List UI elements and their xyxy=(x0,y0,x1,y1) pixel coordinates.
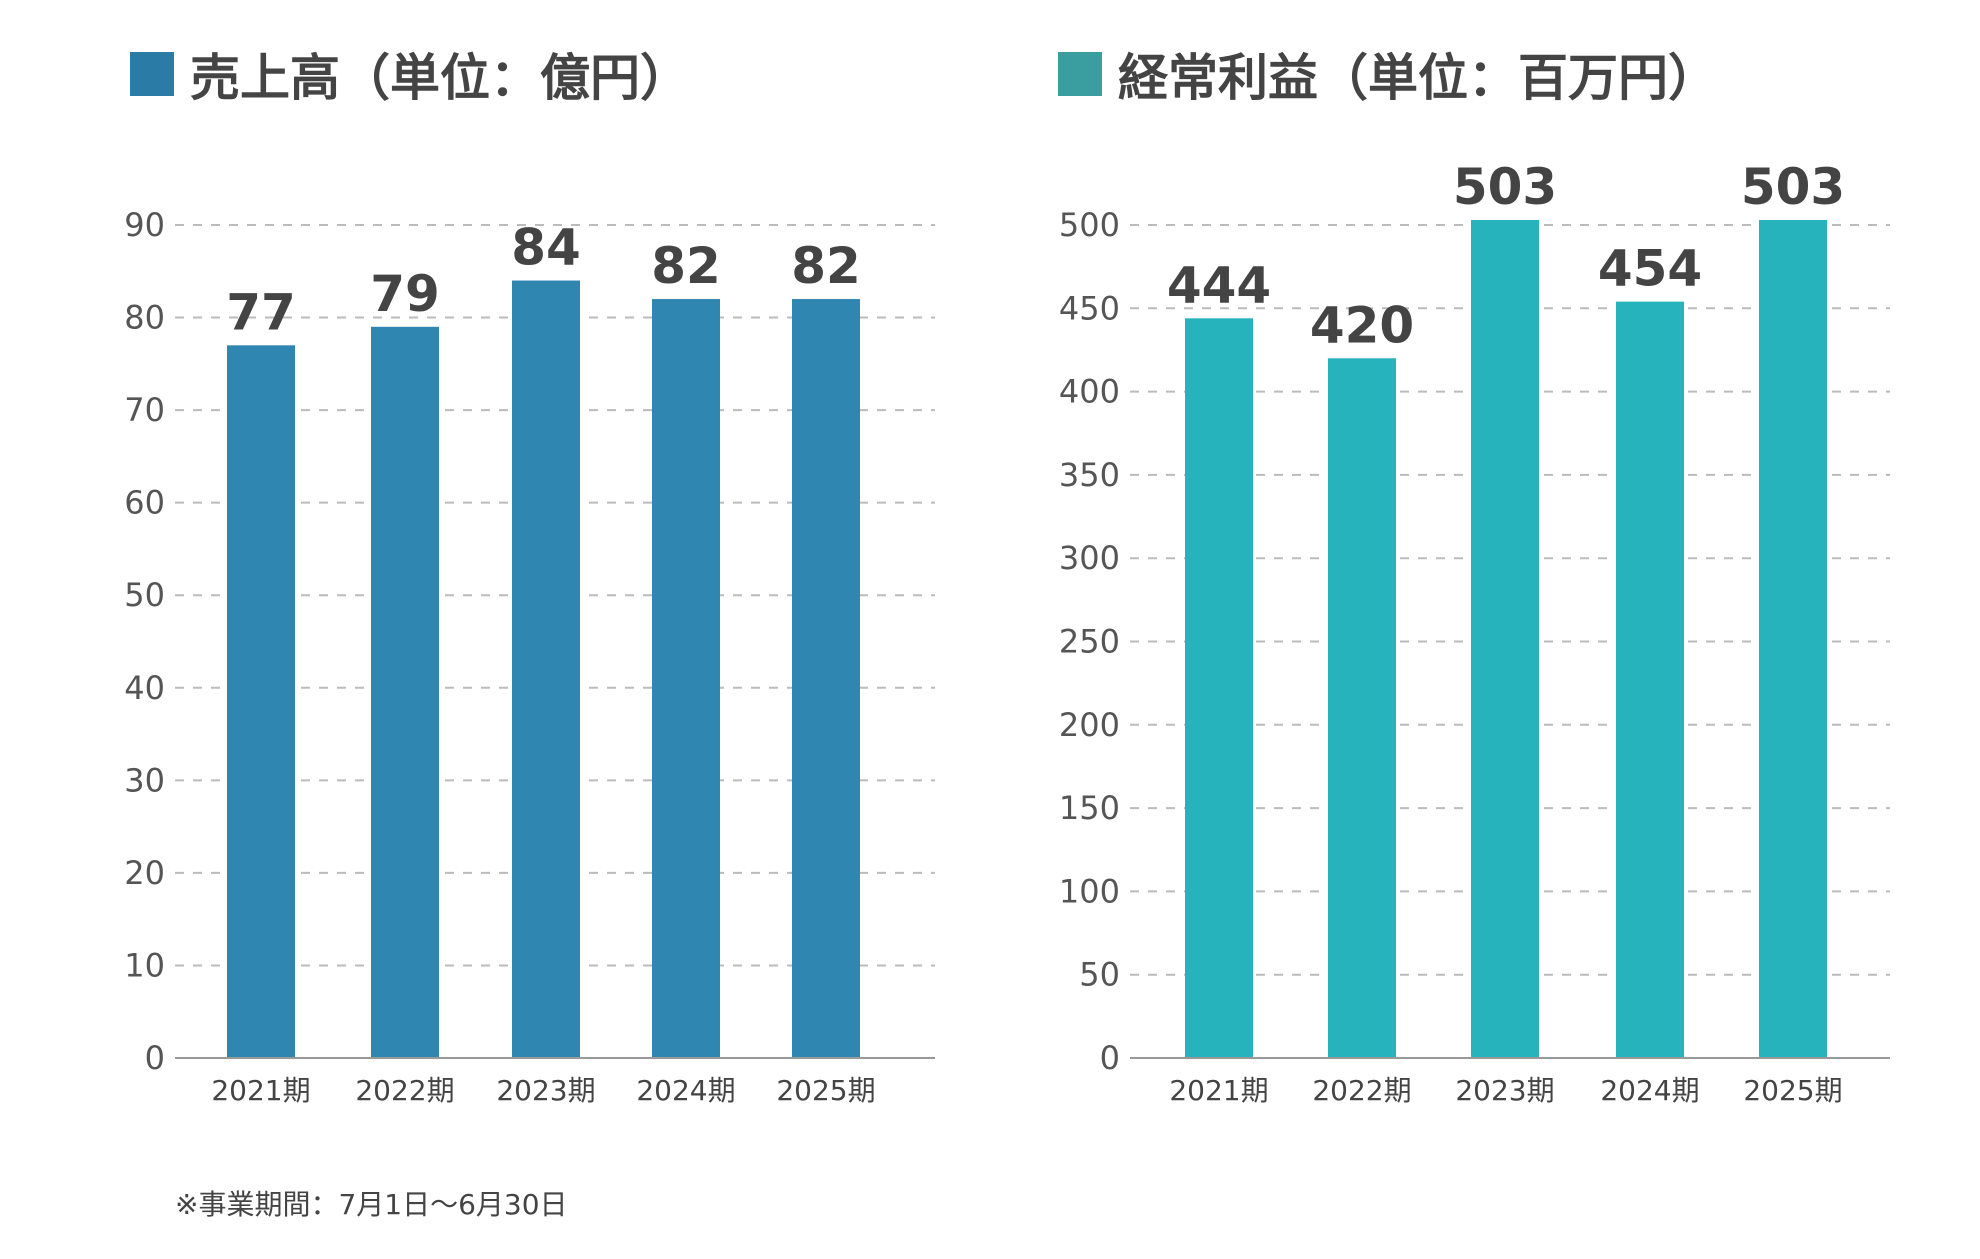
profit-x-tick-label: 2022期 xyxy=(1312,1074,1411,1107)
profit-y-tick-label: 50 xyxy=(1079,956,1120,994)
revenue-y-tick-label: 0 xyxy=(145,1039,165,1077)
profit-y-tick-label: 100 xyxy=(1059,872,1120,910)
profit-data-label: 420 xyxy=(1310,296,1414,354)
revenue-y-tick-label: 20 xyxy=(124,854,165,892)
profit-data-label: 503 xyxy=(1453,158,1557,216)
profit-y-tick-label: 450 xyxy=(1059,289,1120,327)
profit-y-tick-label: 0 xyxy=(1100,1039,1120,1077)
revenue-y-tick-label: 40 xyxy=(124,669,165,707)
profit-y-tick-label: 250 xyxy=(1059,623,1120,661)
revenue-chart-title: 売上高（単位：億円） xyxy=(130,38,690,110)
profit-x-tick-label: 2024期 xyxy=(1600,1074,1699,1107)
profit-bar xyxy=(1471,220,1539,1058)
revenue-bar xyxy=(792,299,860,1058)
revenue-title-text: 売上高（単位：億円） xyxy=(190,49,690,107)
revenue-bar xyxy=(652,299,720,1058)
revenue-y-tick-label: 10 xyxy=(124,946,165,984)
profit-data-label: 444 xyxy=(1167,256,1271,314)
profit-bar xyxy=(1185,318,1253,1058)
revenue-y-tick-label: 50 xyxy=(124,576,165,614)
profit-bar xyxy=(1759,220,1827,1058)
revenue-y-tick-label: 30 xyxy=(124,761,165,799)
profit-title-text: 経常利益（単位：百万円） xyxy=(1118,49,1718,107)
revenue-x-tick-label: 2021期 xyxy=(211,1074,310,1107)
profit-y-tick-label: 500 xyxy=(1059,206,1120,244)
profit-bar xyxy=(1328,358,1396,1058)
revenue-x-tick-label: 2023期 xyxy=(496,1074,595,1107)
profit-chart-title: 経常利益（単位：百万円） xyxy=(1058,38,1718,110)
revenue-x-tick-label: 2024期 xyxy=(636,1074,735,1107)
revenue-x-tick-label: 2025期 xyxy=(776,1074,875,1107)
revenue-x-tick-label: 2022期 xyxy=(355,1074,454,1107)
fiscal-period-footnote: ※事業期間：7月1日〜6月30日 xyxy=(175,1188,568,1221)
profit-data-label: 503 xyxy=(1741,158,1845,216)
revenue-y-tick-label: 70 xyxy=(124,391,165,429)
revenue-legend-swatch xyxy=(130,52,174,96)
profit-y-tick-label: 350 xyxy=(1059,456,1120,494)
revenue-y-tick-label: 60 xyxy=(124,484,165,522)
revenue-data-label: 82 xyxy=(791,237,861,295)
profit-data-label: 454 xyxy=(1598,240,1702,298)
profit-y-tick-label: 300 xyxy=(1059,539,1120,577)
profit-bar xyxy=(1616,301,1684,1058)
revenue-y-tick-label: 80 xyxy=(124,299,165,337)
revenue-data-label: 79 xyxy=(370,265,440,323)
profit-x-tick-label: 2021期 xyxy=(1169,1074,1268,1107)
revenue-data-label: 77 xyxy=(226,283,296,341)
revenue-bar xyxy=(371,326,439,1058)
profit-x-tick-label: 2023期 xyxy=(1455,1074,1554,1107)
profit-y-tick-label: 400 xyxy=(1059,373,1120,411)
profit-legend-swatch xyxy=(1058,52,1102,96)
revenue-bar xyxy=(512,280,580,1058)
revenue-y-tick-label: 90 xyxy=(124,206,165,244)
revenue-data-label: 84 xyxy=(511,219,581,277)
revenue-data-label: 82 xyxy=(651,237,721,295)
profit-y-tick-label: 200 xyxy=(1059,706,1120,744)
profit-x-tick-label: 2025期 xyxy=(1743,1074,1842,1107)
revenue-bar xyxy=(227,345,295,1058)
profit-y-tick-label: 150 xyxy=(1059,789,1120,827)
